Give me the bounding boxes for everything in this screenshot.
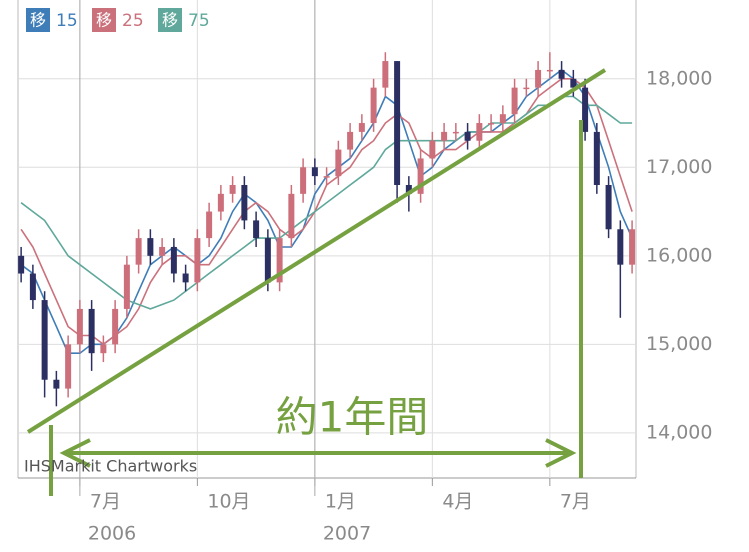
candle-body xyxy=(76,308,83,345)
candle-body xyxy=(570,78,577,88)
candle-body xyxy=(429,140,436,159)
year-label: 2007 xyxy=(323,523,371,545)
x-tick-label: 7月 xyxy=(90,491,121,513)
candle-body xyxy=(170,246,177,274)
candle-body xyxy=(382,61,389,88)
x-tick-label: 7月 xyxy=(560,491,591,513)
legend-label: 15 xyxy=(56,11,78,31)
x-tick-label: 10月 xyxy=(207,491,250,513)
candle-body xyxy=(276,238,283,283)
legend-swatch xyxy=(158,8,182,32)
candle-body xyxy=(582,87,589,132)
candle-body xyxy=(605,185,612,230)
candle-body xyxy=(206,211,213,239)
x-tick-label: 1月 xyxy=(325,491,356,513)
candle-body xyxy=(523,87,530,90)
candle-body xyxy=(194,238,201,283)
candle-body xyxy=(147,238,154,256)
candle-body xyxy=(323,176,330,178)
candles xyxy=(18,52,636,407)
x-tick-label: 4月 xyxy=(442,491,473,513)
legend-swatch xyxy=(26,8,50,32)
candle-body xyxy=(452,131,459,134)
candle-body xyxy=(464,131,471,141)
candle-body xyxy=(100,344,107,354)
candle-body xyxy=(241,185,248,221)
candle-body xyxy=(358,123,365,132)
candle-body xyxy=(629,229,636,265)
source: IHSMarkit Chartworks xyxy=(24,457,197,476)
legend-marker: 移 xyxy=(30,11,46,30)
candle-body xyxy=(159,246,166,256)
legend: 移 15 移 25 移 75 xyxy=(26,8,210,32)
candle-body xyxy=(112,308,119,345)
candle-body xyxy=(405,185,412,194)
candle-body xyxy=(229,185,236,194)
candle-body xyxy=(511,87,518,115)
candle-body xyxy=(417,158,424,194)
ma-line xyxy=(20,78,633,346)
arrow-head xyxy=(59,438,91,468)
candle-body xyxy=(335,149,342,177)
ma-line xyxy=(20,95,633,310)
y-tick-label: 14,000 xyxy=(646,421,712,443)
candle-body xyxy=(499,114,506,124)
y-tick-label: 15,000 xyxy=(646,333,712,355)
annotation xyxy=(26,68,607,496)
grid xyxy=(17,0,637,496)
candle-body xyxy=(53,379,60,389)
arrow-head xyxy=(545,438,577,468)
legend-marker: 移 xyxy=(96,11,112,30)
y-tick-label: 17,000 xyxy=(646,156,712,178)
candle-body xyxy=(217,193,224,212)
candle-body xyxy=(41,300,48,380)
candle-body xyxy=(88,308,95,354)
candle-body xyxy=(370,87,377,124)
legend-swatch xyxy=(92,8,116,32)
candle-body xyxy=(123,264,130,309)
annotation-text: 約1年間 xyxy=(276,393,429,442)
year-label: 2006 xyxy=(88,523,136,545)
candle-body xyxy=(593,131,600,186)
candle-body xyxy=(617,229,624,265)
y-tick-label: 18,000 xyxy=(646,67,712,89)
candle-body xyxy=(394,61,401,186)
candle-body xyxy=(253,220,260,239)
candle-body xyxy=(311,167,318,177)
candle-body xyxy=(546,69,553,72)
candle-body xyxy=(288,193,295,239)
legend-marker: 移 xyxy=(162,11,178,30)
candle-body xyxy=(300,167,307,194)
legend-label: 25 xyxy=(122,11,144,31)
candle-body xyxy=(488,123,495,125)
candle-body xyxy=(135,238,142,265)
candle-body xyxy=(18,255,25,274)
candle-body xyxy=(29,273,36,301)
y-tick-label: 16,000 xyxy=(646,244,712,266)
trend-line xyxy=(26,68,607,434)
candle-body xyxy=(182,273,189,283)
legend-label: 75 xyxy=(188,11,210,31)
candle-body xyxy=(535,69,542,88)
candle-body xyxy=(558,69,565,79)
candle-body xyxy=(441,131,448,141)
candle-body xyxy=(347,131,354,150)
candle-body xyxy=(476,123,483,141)
candle-body xyxy=(65,344,72,389)
candle-body xyxy=(264,238,271,283)
